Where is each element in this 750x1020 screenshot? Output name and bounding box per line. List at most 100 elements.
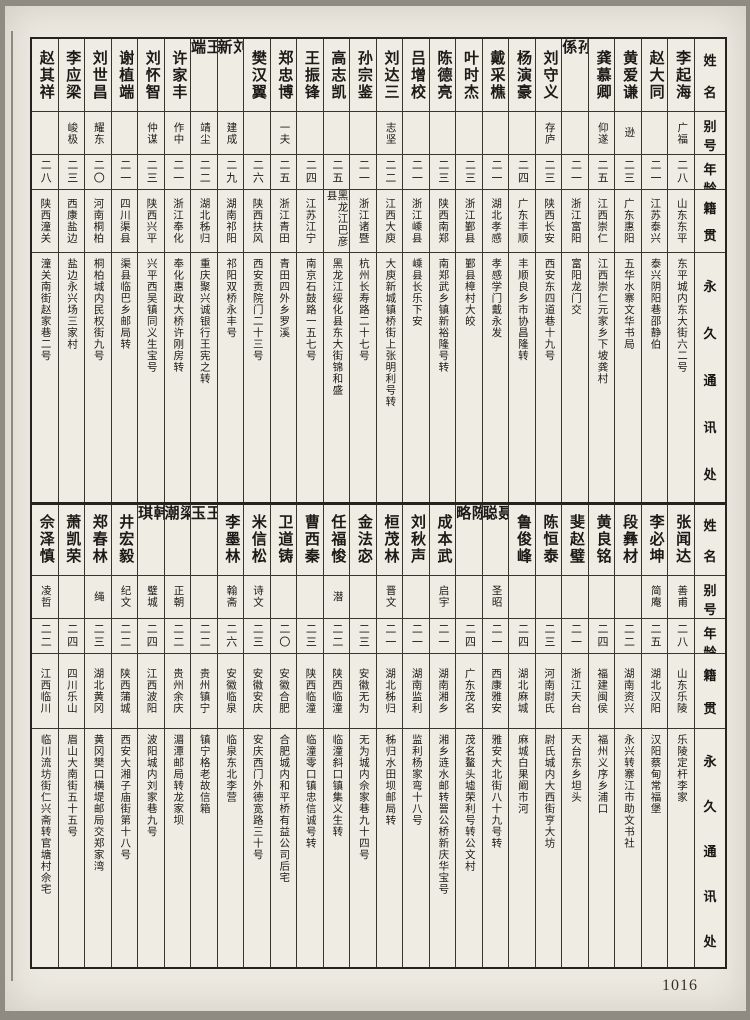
person-name-text: 黄良铭 xyxy=(594,514,611,565)
person-age-text: 二二 xyxy=(171,622,184,649)
person-native-text: 河南桐柏 xyxy=(92,198,104,244)
person-native: 安徽安庆 xyxy=(244,654,270,729)
person-address-text: 丰顺良乡市协昌隆转 xyxy=(516,258,528,362)
person-column: 龚慕卿 仰遂 二五 江西崇仁 江西崇仁元家乡下坡龚村 xyxy=(587,39,615,502)
person-native: 陕西临潼 xyxy=(297,654,323,729)
person-native-text: 江苏江宁 xyxy=(304,198,316,244)
person-native-text: 西康雅安 xyxy=(490,667,502,714)
person-native-text: 陕西临潼 xyxy=(304,667,316,714)
person-alias: 存庐 xyxy=(535,112,562,155)
person-age: 二二 xyxy=(191,619,217,654)
header-alias: 别号 xyxy=(695,576,725,619)
person-address-text: 西安东四道巷十九号 xyxy=(543,258,555,362)
person-age-text: 二〇 xyxy=(92,159,105,185)
person-alias-text: 潜 xyxy=(331,590,343,603)
header-name-text: 姓名 xyxy=(703,52,717,100)
person-column: 鲁俊峰 二四 湖北麻城 麻城白果阚市河 xyxy=(508,504,535,967)
person-address-text: 安庆西门外德宽路三十号 xyxy=(251,733,263,861)
person-native-text: 湖北孝感 xyxy=(490,198,502,244)
person-address: 潼关南街赵家巷二号 xyxy=(32,253,58,502)
person-age: 二二 xyxy=(111,619,138,654)
person-address-text: 临泉东北李营 xyxy=(225,733,237,803)
person-native-text: 陕西长安 xyxy=(543,198,555,244)
person-alias-text: 纪文 xyxy=(119,585,131,608)
person-alias: 逊 xyxy=(615,112,641,155)
person-address: 监利杨家弯十八号 xyxy=(403,729,429,968)
person-native-text: 湖北秭归 xyxy=(198,198,210,244)
person-name-text: 王端 xyxy=(191,39,217,78)
person-age-text: 二三 xyxy=(145,159,158,185)
person-alias: 绳 xyxy=(85,576,111,619)
header-native: 籍贯 xyxy=(695,654,725,729)
person-age: 二四 xyxy=(509,619,535,654)
person-alias-text: 诗文 xyxy=(252,585,264,608)
person-alias xyxy=(297,576,323,619)
person-column: 陈德亮 二三 陕西南郑 南郑武乡镇新裕隆号转 xyxy=(428,39,456,502)
person-age: 二五 xyxy=(641,619,668,654)
person-age-text: 二八 xyxy=(675,622,688,649)
person-age-text: 二〇 xyxy=(277,622,290,649)
person-column: 郑春林绳二三 湖北黄冈 黄冈樊口横堤邮局交郑家湾 xyxy=(84,504,111,967)
person-address-text: 监利杨家弯十八号 xyxy=(410,733,422,826)
person-column: 段彝材 二二 湖南资兴 永兴转寨江市助文书社 xyxy=(614,504,641,967)
person-age: 二四 xyxy=(297,155,323,190)
person-alias-text: 作中 xyxy=(172,121,184,145)
person-native: 湖北汉阳 xyxy=(641,654,668,729)
person-column: 高志凯 二五 黑龙江巴彦县 黑龙江绥化县东大街锦和盛 xyxy=(322,39,350,502)
person-column: 金法宓 二三 安徽无为 无为城内佘家巷九十四号 xyxy=(349,504,376,967)
person-name-text: 金法宓 xyxy=(355,514,372,565)
person-address: 合肥城内和平桥有益公司后宅 xyxy=(271,729,297,968)
person-name-text: 陈略 xyxy=(456,504,482,544)
person-alias: 晋文 xyxy=(376,576,403,619)
person-native-text: 湖南湘乡 xyxy=(437,667,449,714)
person-column: 聂聪 圣昭 二一 西康雅安 雅安大北街八十九号转 xyxy=(481,504,509,967)
person-native-text: 山东乐陵 xyxy=(675,667,687,714)
header-column: 姓名别号年龄籍贯永久通讯处 xyxy=(694,39,725,502)
person-alias-text: 晋文 xyxy=(384,585,396,608)
person-address-text: 重庆聚兴诚银行王宪之转 xyxy=(198,258,210,385)
person-column: 王振锋 二四 江苏江宁 南京石鼓路一五七号 xyxy=(296,39,323,502)
person-alias: 耀东 xyxy=(85,112,111,155)
person-address-text: 西安大湘子庙街第十八号 xyxy=(119,733,131,861)
person-age-text: 二一 xyxy=(489,622,502,649)
person-age: 二六 xyxy=(217,619,244,654)
person-age: 二六 xyxy=(244,155,270,190)
person-column: 吕增校 二一 浙江嵊县 嵊县长乐下安 xyxy=(402,39,429,502)
person-name: 刘秋声 xyxy=(403,505,429,576)
person-native-text: 福建闽侯 xyxy=(596,667,608,714)
person-name-text: 樊汉翼 xyxy=(249,49,266,101)
header-age-text: 年龄 xyxy=(703,162,717,190)
header-native-text: 籍贯 xyxy=(703,667,717,716)
person-address: 五华水寨文华书局 xyxy=(615,253,641,502)
person-native: 湖南湘乡 xyxy=(429,654,456,729)
person-age-text: 二一 xyxy=(569,159,582,185)
person-name: 聂聪 xyxy=(482,505,509,576)
header-name-text: 姓名 xyxy=(703,517,717,564)
person-name: 吕增校 xyxy=(403,39,429,112)
header-age: 年龄 xyxy=(695,619,725,654)
person-age: 二一 xyxy=(403,619,429,654)
person-native-text: 安徽安庆 xyxy=(251,667,263,714)
person-age: 二三 xyxy=(297,619,323,654)
person-native: 江西大庾 xyxy=(376,190,403,253)
person-name: 黄良铭 xyxy=(588,505,615,576)
person-name: 王玉 xyxy=(191,505,217,576)
person-age-text: 二三 xyxy=(92,622,105,649)
person-native: 湖北孝感 xyxy=(482,190,509,253)
person-age-text: 二一 xyxy=(410,622,423,649)
person-alias xyxy=(350,576,376,619)
person-name: 李起海 xyxy=(668,39,694,112)
person-name: 任福悛 xyxy=(323,505,350,576)
person-address-text: 盐边永兴场三家村 xyxy=(66,258,78,350)
person-native: 浙江嵊县 xyxy=(403,190,429,253)
person-alias-text: 逊 xyxy=(623,127,635,139)
person-alias-text: 靖尘 xyxy=(198,121,210,145)
person-native-text: 湖北麻城 xyxy=(516,667,528,714)
person-name: 刘怀智 xyxy=(138,39,164,112)
person-column: 郑忠博 一夫 二五 浙江青田 青田四外乡罗溪 xyxy=(269,39,297,502)
header-name: 姓名 xyxy=(695,505,725,576)
person-native: 陕西兴平 xyxy=(138,190,164,253)
person-alias-text: 峻极 xyxy=(66,121,78,145)
person-name: 赵其祥 xyxy=(32,39,58,112)
person-native: 陕西临潼 xyxy=(323,654,350,729)
